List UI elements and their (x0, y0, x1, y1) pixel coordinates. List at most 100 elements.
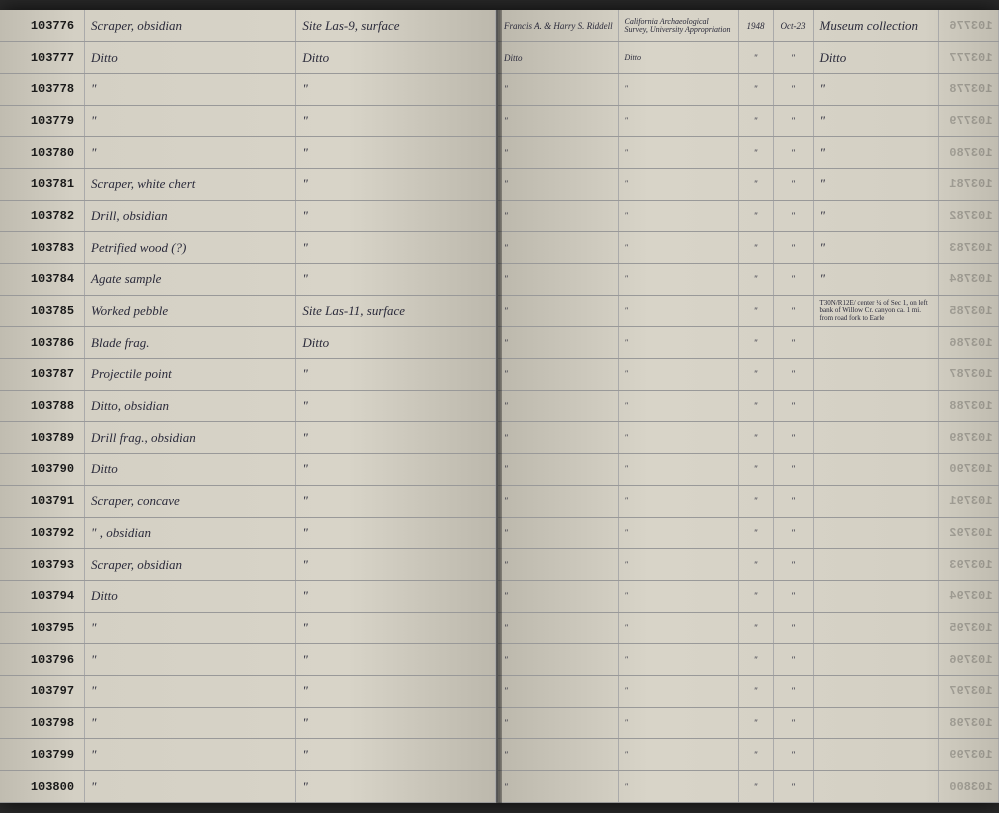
site-location: Site Las-11, surface (296, 295, 496, 327)
institution: " (618, 454, 738, 486)
ledger-row: 103782Drill, obsidian" (0, 200, 496, 232)
item-description: " (85, 137, 296, 169)
bleed-through-number: 103778 (939, 73, 999, 105)
notes: Museum collection (813, 10, 939, 42)
institution: " (618, 422, 738, 454)
accession: " (773, 295, 813, 327)
site-location: Ditto (296, 327, 496, 359)
catalog-number: 103780 (0, 137, 85, 169)
item-description: Scraper, obsidian (85, 549, 296, 581)
accession: " (773, 105, 813, 137)
catalog-number: 103779 (0, 105, 85, 137)
notes (813, 454, 939, 486)
ledger-row: """"103797 (498, 675, 999, 707)
ledger-row: """"T30N/R12E/ center ¼ of Sec 1, on lef… (498, 295, 999, 327)
accession: " (773, 580, 813, 612)
catalog-number: 103798 (0, 707, 85, 739)
institution: " (618, 232, 738, 264)
institution: California Archaeological Survey, Univer… (618, 10, 738, 42)
catalog-number: 103786 (0, 327, 85, 359)
ledger-row: """""103781 (498, 168, 999, 200)
catalog-number: 103800 (0, 771, 85, 803)
year: " (738, 137, 773, 169)
item-description: Scraper, obsidian (85, 10, 296, 42)
bleed-through-number: 103788 (939, 390, 999, 422)
collector: " (498, 485, 618, 517)
site-location: " (296, 675, 496, 707)
site-location: Ditto (296, 42, 496, 74)
site-location: " (296, 517, 496, 549)
bleed-through-number: 103797 (939, 675, 999, 707)
site-location: " (296, 549, 496, 581)
institution: " (618, 644, 738, 676)
year: " (738, 73, 773, 105)
notes: " (813, 137, 939, 169)
year: " (738, 42, 773, 74)
institution: " (618, 390, 738, 422)
accession: " (773, 232, 813, 264)
collector: " (498, 168, 618, 200)
accession: " (773, 644, 813, 676)
notes: " (813, 232, 939, 264)
site-location: " (296, 168, 496, 200)
institution: " (618, 739, 738, 771)
collector: " (498, 580, 618, 612)
institution: " (618, 707, 738, 739)
institution: " (618, 771, 738, 803)
bleed-through-number: 103796 (939, 644, 999, 676)
ledger-row: 103800"" (0, 771, 496, 803)
notes: " (813, 168, 939, 200)
collector: " (498, 707, 618, 739)
bleed-through-number: 103786 (939, 327, 999, 359)
notes (813, 707, 939, 739)
site-location: " (296, 707, 496, 739)
ledger-row: """""103780 (498, 137, 999, 169)
collector: " (498, 644, 618, 676)
catalog-number: 103789 (0, 422, 85, 454)
ledger-row: 103788Ditto, obsidian" (0, 390, 496, 422)
year: " (738, 454, 773, 486)
bleed-through-number: 103799 (939, 739, 999, 771)
bleed-through-number: 103780 (939, 137, 999, 169)
accession: " (773, 42, 813, 74)
ledger-row: """""103779 (498, 105, 999, 137)
bleed-through-number: 103790 (939, 454, 999, 486)
site-location: " (296, 137, 496, 169)
bleed-through-number: 103782 (939, 200, 999, 232)
bleed-through-number: 103792 (939, 517, 999, 549)
bleed-through-number: 103793 (939, 549, 999, 581)
ledger-row: 103778"" (0, 73, 496, 105)
catalog-number: 103788 (0, 390, 85, 422)
item-description: " (85, 105, 296, 137)
catalog-number: 103793 (0, 549, 85, 581)
catalog-number: 103797 (0, 675, 85, 707)
notes (813, 390, 939, 422)
site-location: " (296, 422, 496, 454)
catalog-number: 103783 (0, 232, 85, 264)
bleed-through-number: 103783 (939, 232, 999, 264)
ledger-row: """"103791 (498, 485, 999, 517)
item-description: Agate sample (85, 264, 296, 296)
ledger-row: 103777DittoDitto (0, 42, 496, 74)
ledger-row: """"103796 (498, 644, 999, 676)
institution: " (618, 73, 738, 105)
site-location: " (296, 390, 496, 422)
collector: " (498, 675, 618, 707)
ledger-row: 103779"" (0, 105, 496, 137)
institution: " (618, 200, 738, 232)
ledger-row: 103786Blade frag.Ditto (0, 327, 496, 359)
site-location: " (296, 739, 496, 771)
catalog-number: 103785 (0, 295, 85, 327)
catalog-number: 103784 (0, 264, 85, 296)
right-page: Francis A. & Harry S. RiddellCalifornia … (498, 10, 999, 803)
notes: T30N/R12E/ center ¼ of Sec 1, on left ba… (813, 295, 939, 327)
ledger-row: """"103798 (498, 707, 999, 739)
ledger-row: """"103794 (498, 580, 999, 612)
year: " (738, 580, 773, 612)
site-location: " (296, 454, 496, 486)
year: " (738, 295, 773, 327)
year: 1948 (738, 10, 773, 42)
ledger-row: 103785Worked pebbleSite Las-11, surface (0, 295, 496, 327)
accession: " (773, 454, 813, 486)
institution: " (618, 485, 738, 517)
